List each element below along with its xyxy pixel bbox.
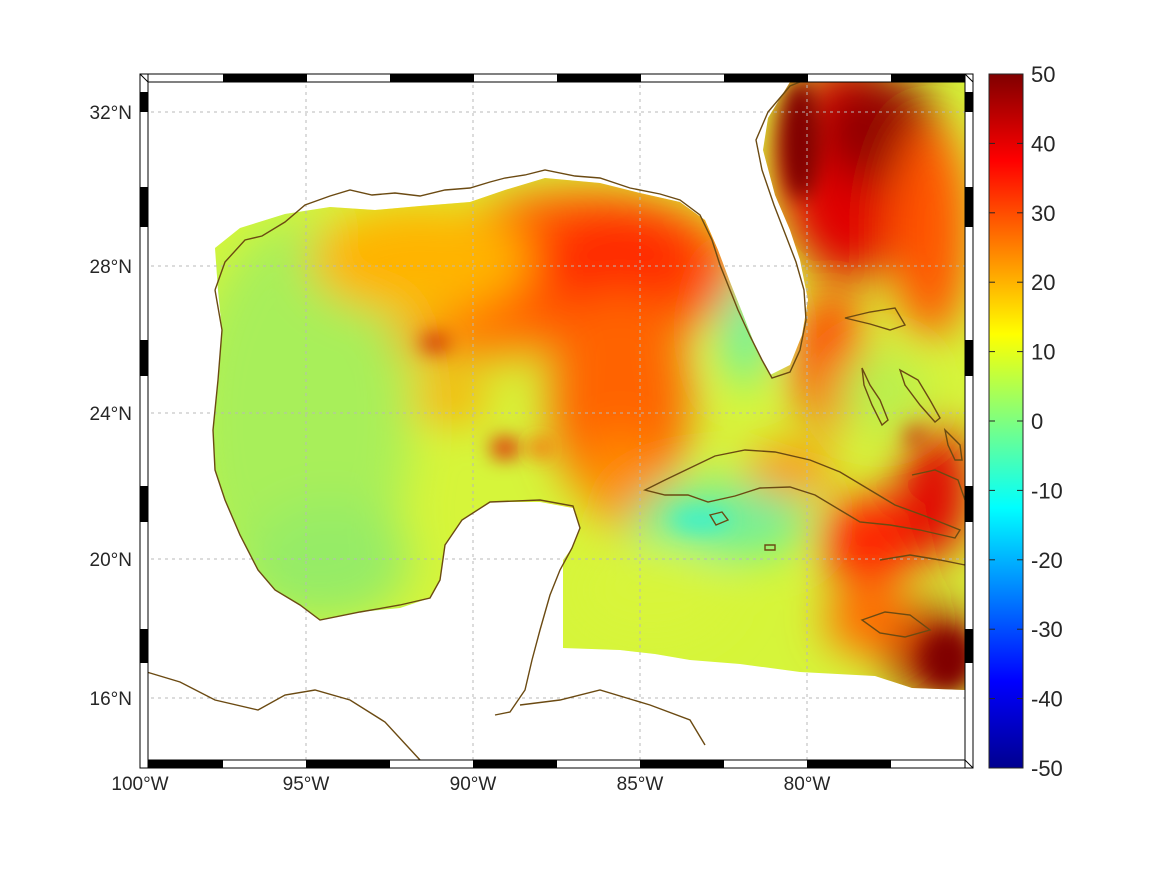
lon-label: 90°W	[450, 774, 497, 795]
colorbar-label: 0	[1031, 409, 1043, 434]
lat-label: 16°N	[90, 689, 132, 710]
colorbar-label: 20	[1031, 270, 1055, 295]
lat-label: 24°N	[90, 404, 132, 425]
colorbar-label: 30	[1031, 201, 1055, 226]
lat-label: 20°N	[90, 550, 132, 571]
colorbar-label: 40	[1031, 131, 1055, 156]
map-frame	[139, 73, 974, 769]
longitude-labels: 100°W 95°W 90°W 85°W 80°W	[111, 774, 830, 795]
lon-label: 95°W	[283, 774, 330, 795]
colorbar-label: -40	[1031, 687, 1063, 712]
colorbar-label: 50	[1031, 62, 1055, 87]
lon-label: 100°W	[111, 774, 168, 795]
grid-lines	[144, 78, 969, 764]
latitude-labels: 32°N 28°N 24°N 20°N 16°N	[90, 103, 132, 710]
colorbar-label: 10	[1031, 340, 1055, 365]
colorbar-label: -50	[1031, 756, 1063, 781]
colorbar-label: -30	[1031, 617, 1063, 642]
colorbar-label: -10	[1031, 478, 1063, 503]
lon-label: 80°W	[784, 774, 831, 795]
ocean-field	[213, 82, 965, 690]
colorbar-label: -20	[1031, 548, 1063, 573]
lat-label: 28°N	[90, 257, 132, 278]
lon-label: 85°W	[617, 774, 664, 795]
colorbar: 50 40 30 20 10 0 -10 -20 -30 -40 -50	[988, 62, 1063, 781]
lat-label: 32°N	[90, 103, 132, 124]
coastlines	[139, 75, 966, 761]
